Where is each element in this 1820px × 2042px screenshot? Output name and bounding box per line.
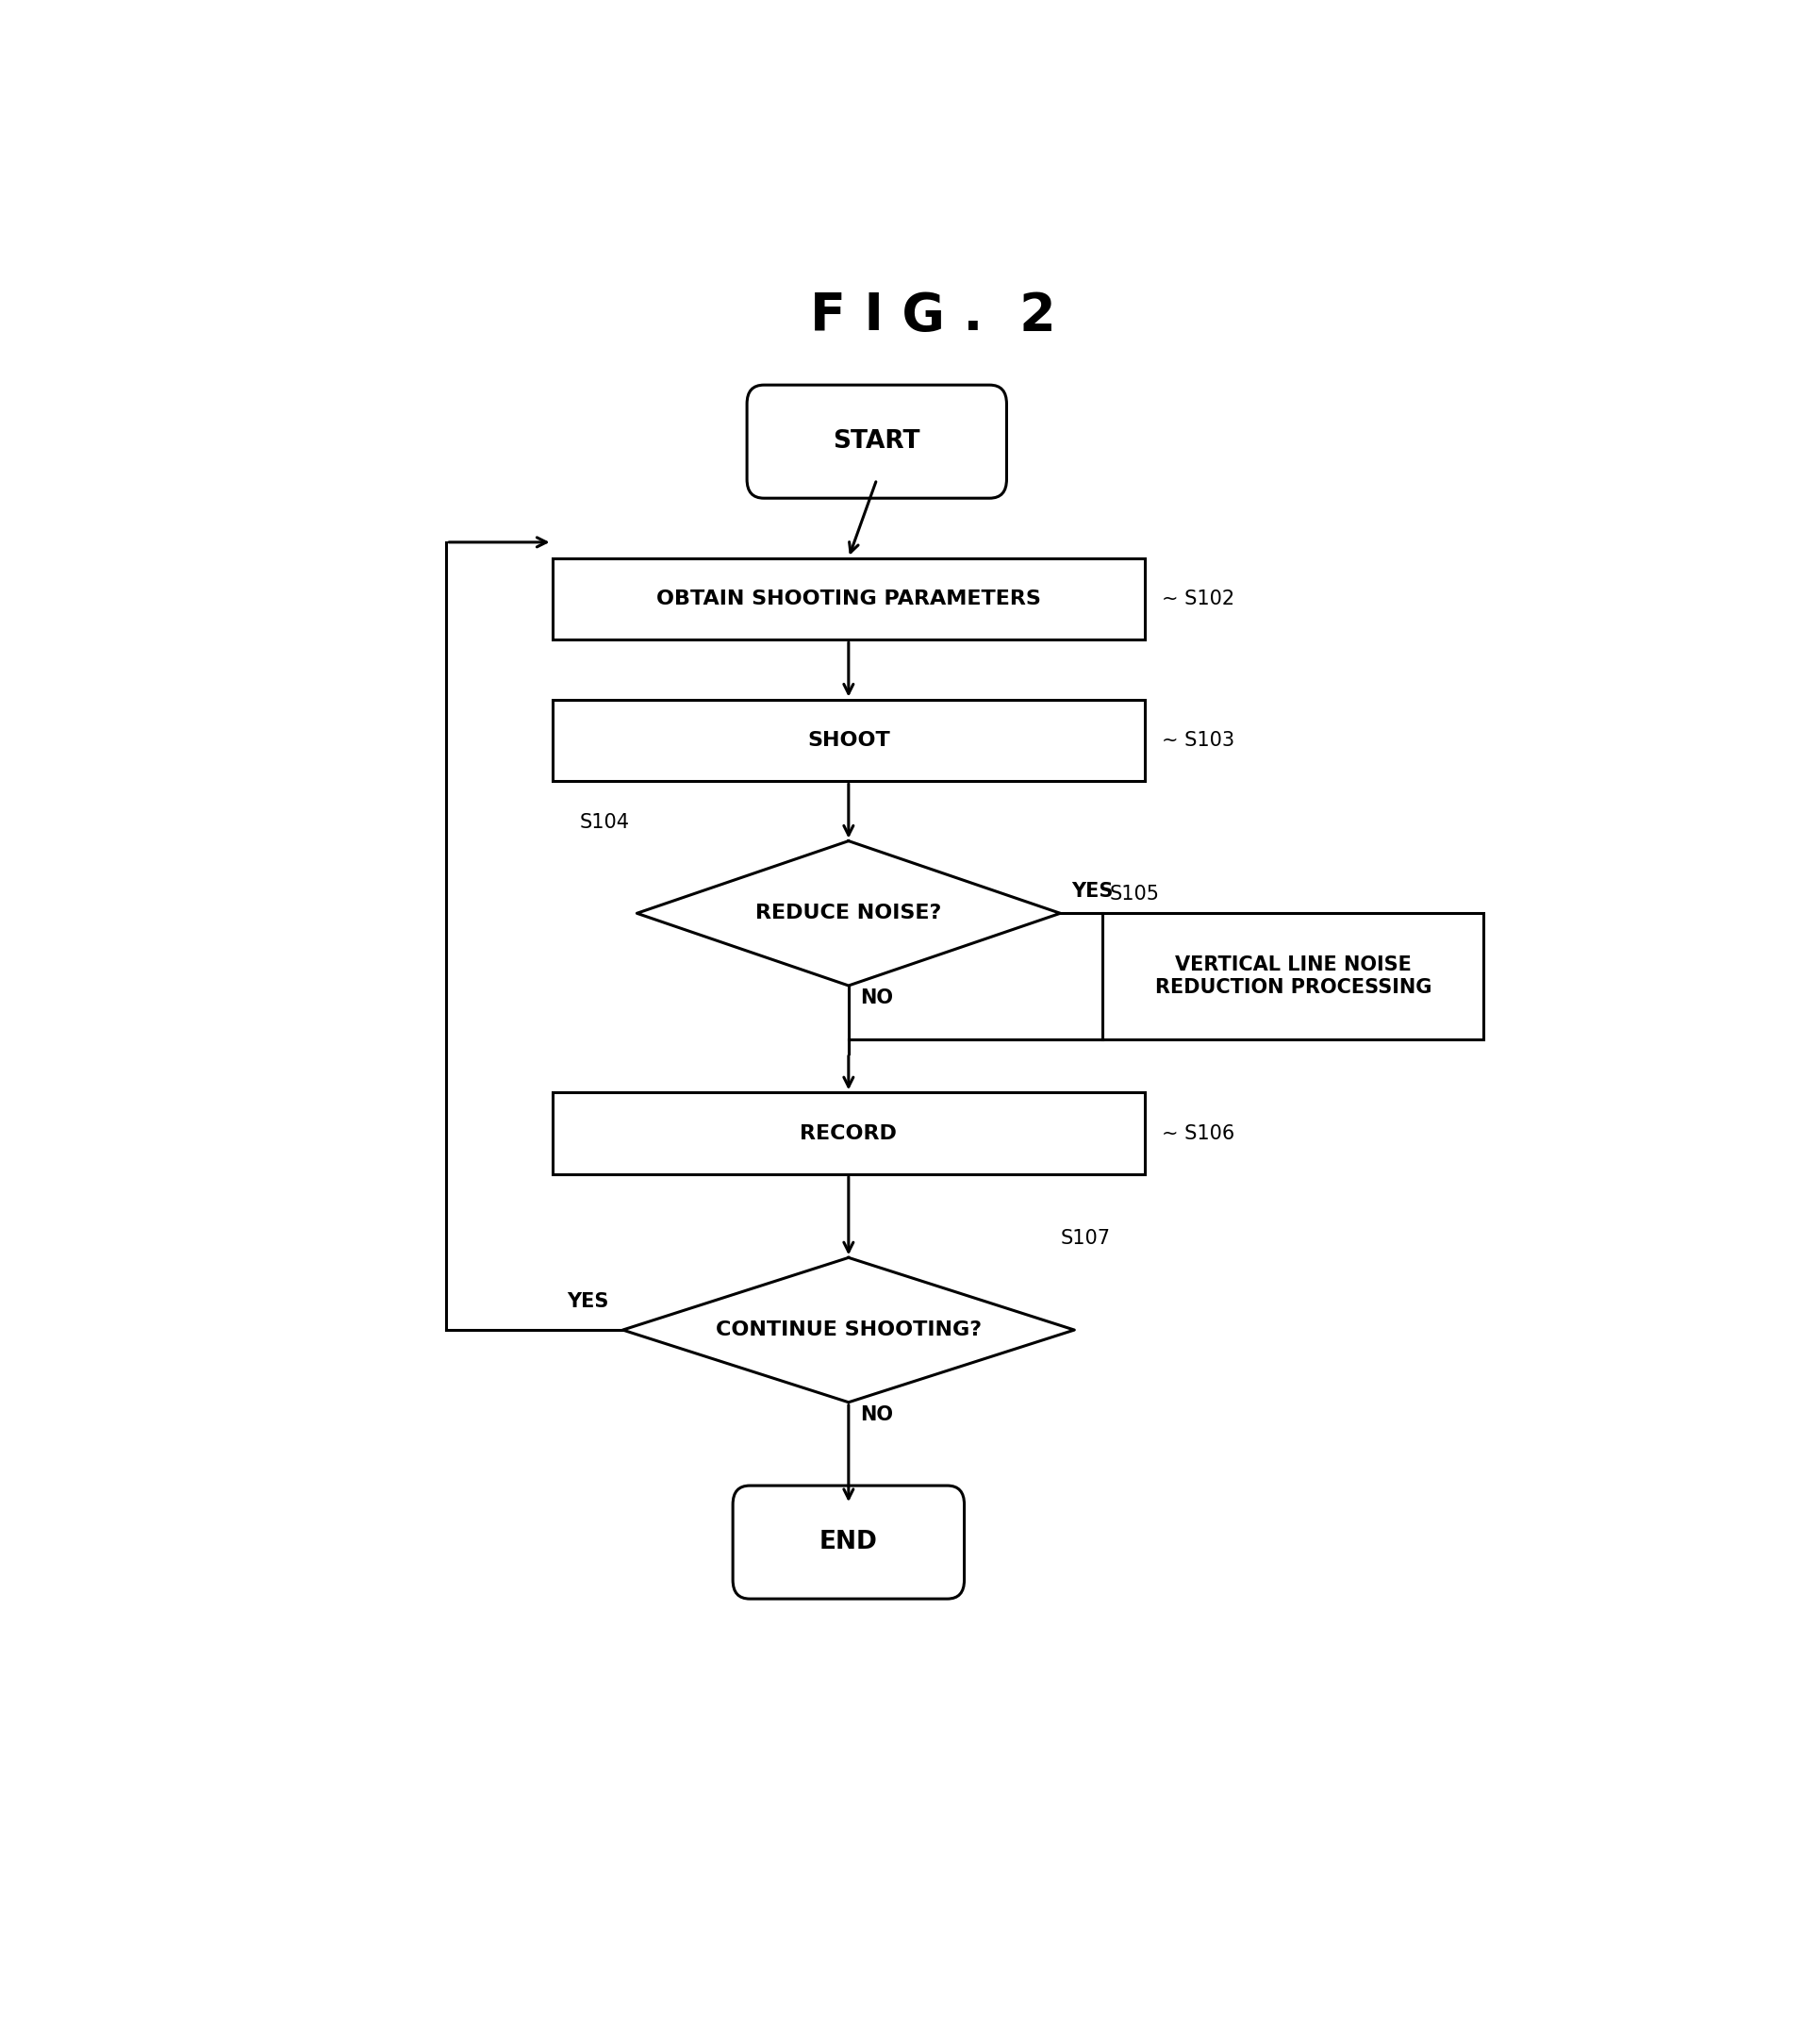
- FancyBboxPatch shape: [732, 1487, 965, 1599]
- Text: F I G .  2: F I G . 2: [810, 290, 1056, 341]
- Text: SHOOT: SHOOT: [806, 731, 890, 749]
- Text: VERTICAL LINE NOISE
REDUCTION PROCESSING: VERTICAL LINE NOISE REDUCTION PROCESSING: [1154, 956, 1431, 996]
- Text: ~ S102: ~ S102: [1161, 590, 1234, 609]
- Text: YES: YES: [566, 1293, 608, 1311]
- Bar: [551, 1092, 1145, 1174]
- Text: REDUCE NOISE?: REDUCE NOISE?: [755, 905, 941, 923]
- Text: START: START: [834, 429, 919, 453]
- Text: S107: S107: [1059, 1229, 1110, 1248]
- Polygon shape: [637, 841, 1059, 986]
- Text: YES: YES: [1070, 882, 1112, 901]
- Text: ~ S106: ~ S106: [1161, 1123, 1234, 1144]
- Text: RECORD: RECORD: [799, 1123, 897, 1144]
- Text: NO: NO: [859, 988, 892, 1007]
- Text: ~ S103: ~ S103: [1161, 731, 1234, 749]
- Bar: [551, 700, 1145, 782]
- Text: CONTINUE SHOOTING?: CONTINUE SHOOTING?: [715, 1321, 981, 1340]
- Text: END: END: [819, 1529, 877, 1554]
- Text: OBTAIN SHOOTING PARAMETERS: OBTAIN SHOOTING PARAMETERS: [655, 590, 1041, 609]
- Text: S104: S104: [579, 813, 630, 831]
- Polygon shape: [622, 1258, 1074, 1403]
- Bar: [551, 557, 1145, 639]
- Bar: [1103, 913, 1483, 1039]
- Text: S105: S105: [1108, 884, 1159, 905]
- Text: NO: NO: [859, 1405, 892, 1423]
- FancyBboxPatch shape: [746, 386, 1006, 498]
